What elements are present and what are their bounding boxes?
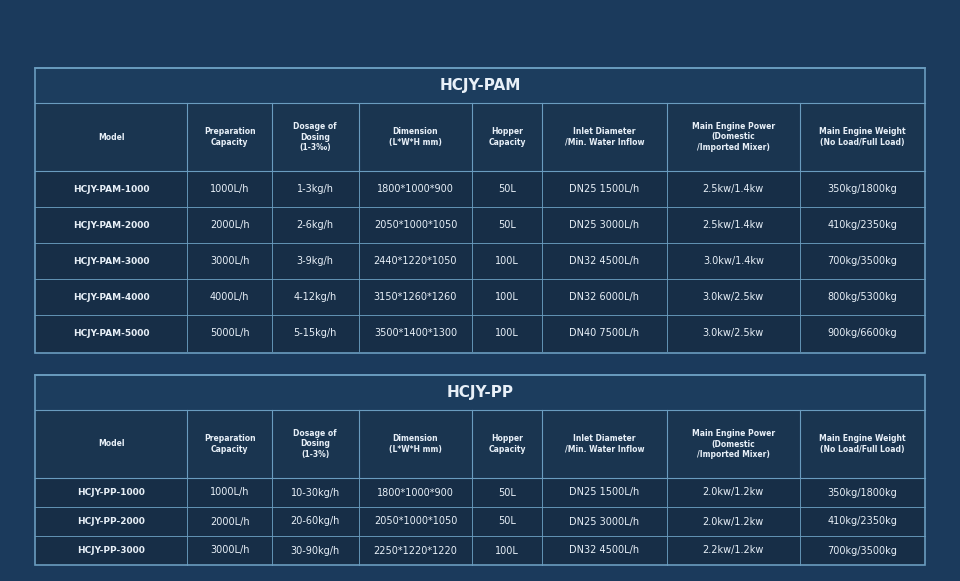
Text: HCJY-PP: HCJY-PP — [446, 385, 514, 400]
Text: DN25 3000L/h: DN25 3000L/h — [569, 517, 639, 526]
Text: Inlet Diameter
/Min. Water Inflow: Inlet Diameter /Min. Water Inflow — [564, 127, 644, 146]
Text: 3000L/h: 3000L/h — [210, 546, 250, 555]
Text: 50L: 50L — [498, 220, 516, 230]
Text: 700kg/3500kg: 700kg/3500kg — [828, 546, 898, 555]
Text: 1800*1000*900: 1800*1000*900 — [377, 487, 454, 497]
Text: Hopper
Capacity: Hopper Capacity — [489, 435, 526, 454]
Text: 350kg/1800kg: 350kg/1800kg — [828, 487, 898, 497]
Bar — [35, 243, 925, 279]
Text: 2000L/h: 2000L/h — [209, 517, 250, 526]
Text: 50L: 50L — [498, 517, 516, 526]
Text: 50L: 50L — [498, 184, 516, 194]
Bar — [35, 171, 925, 207]
Bar — [35, 103, 925, 171]
Text: 1000L/h: 1000L/h — [210, 487, 250, 497]
Text: Model: Model — [98, 439, 125, 449]
Text: Main Engine Weight
(No Load/Full Load): Main Engine Weight (No Load/Full Load) — [819, 127, 905, 146]
Text: Preparation
Capacity: Preparation Capacity — [204, 435, 255, 454]
Text: 800kg/5300kg: 800kg/5300kg — [828, 292, 898, 302]
Text: 20-60kg/h: 20-60kg/h — [291, 517, 340, 526]
Text: 2.0kw/1.2kw: 2.0kw/1.2kw — [703, 517, 764, 526]
Bar — [35, 410, 925, 478]
Text: DN32 6000L/h: DN32 6000L/h — [569, 292, 639, 302]
Bar — [35, 375, 925, 410]
Text: Main Engine Power
(Domestic
/Imported Mixer): Main Engine Power (Domestic /Imported Mi… — [692, 122, 775, 152]
Text: 10-30kg/h: 10-30kg/h — [291, 487, 340, 497]
Text: 5000L/h: 5000L/h — [209, 328, 250, 338]
Text: 4-12kg/h: 4-12kg/h — [294, 292, 337, 302]
Text: HCJY-PAM-2000: HCJY-PAM-2000 — [73, 221, 150, 229]
Text: HCJY-PAM-5000: HCJY-PAM-5000 — [73, 328, 150, 338]
Text: 1-3kg/h: 1-3kg/h — [297, 184, 334, 194]
Text: HCJY-PP-2000: HCJY-PP-2000 — [77, 517, 145, 526]
Text: Dimension
(L*W*H mm): Dimension (L*W*H mm) — [389, 127, 442, 146]
Text: 3500*1400*1300: 3500*1400*1300 — [373, 328, 457, 338]
Text: Dimension
(L*W*H mm): Dimension (L*W*H mm) — [389, 435, 442, 454]
Text: 30-90kg/h: 30-90kg/h — [291, 546, 340, 555]
Text: 50L: 50L — [498, 487, 516, 497]
Bar — [35, 536, 925, 565]
Bar — [35, 315, 925, 351]
Text: 1800*1000*900: 1800*1000*900 — [377, 184, 454, 194]
Text: HCJY-PAM-1000: HCJY-PAM-1000 — [73, 185, 150, 193]
Text: Main Engine Power
(Domestic
/Imported Mixer): Main Engine Power (Domestic /Imported Mi… — [692, 429, 775, 459]
Bar — [35, 375, 925, 565]
Text: 100L: 100L — [495, 328, 519, 338]
Text: DN25 1500L/h: DN25 1500L/h — [569, 487, 639, 497]
Text: DN40 7500L/h: DN40 7500L/h — [569, 328, 639, 338]
Text: 3150*1260*1260: 3150*1260*1260 — [373, 292, 457, 302]
Text: Model: Model — [98, 132, 125, 142]
Text: 700kg/3500kg: 700kg/3500kg — [828, 256, 898, 266]
Text: 2.2kw/1.2kw: 2.2kw/1.2kw — [703, 546, 764, 555]
Bar — [35, 68, 925, 353]
Text: HCJY-PP-3000: HCJY-PP-3000 — [77, 546, 145, 555]
Text: DN25 1500L/h: DN25 1500L/h — [569, 184, 639, 194]
Text: 3000L/h: 3000L/h — [210, 256, 250, 266]
Text: HCJY-PP-1000: HCJY-PP-1000 — [77, 488, 145, 497]
Text: DN32 4500L/h: DN32 4500L/h — [569, 546, 639, 555]
Text: 3.0kw/1.4kw: 3.0kw/1.4kw — [703, 256, 764, 266]
Text: 100L: 100L — [495, 256, 519, 266]
Bar — [35, 507, 925, 536]
Text: Dosage of
Dosing
(1-3%): Dosage of Dosing (1-3%) — [294, 429, 337, 459]
Bar — [35, 68, 925, 353]
Text: 350kg/1800kg: 350kg/1800kg — [828, 184, 898, 194]
Text: 2440*1220*1050: 2440*1220*1050 — [373, 256, 457, 266]
Text: Dosage of
Dosing
(1-3‰): Dosage of Dosing (1-3‰) — [294, 122, 337, 152]
Text: 100L: 100L — [495, 546, 519, 555]
Text: 2050*1000*1050: 2050*1000*1050 — [373, 220, 457, 230]
Bar — [35, 478, 925, 507]
Text: DN32 4500L/h: DN32 4500L/h — [569, 256, 639, 266]
Text: 410kg/2350kg: 410kg/2350kg — [828, 220, 898, 230]
Text: 2-6kg/h: 2-6kg/h — [297, 220, 334, 230]
Text: HCJY-PAM: HCJY-PAM — [440, 78, 520, 93]
Text: 100L: 100L — [495, 292, 519, 302]
Text: 3.0kw/2.5kw: 3.0kw/2.5kw — [703, 328, 764, 338]
Bar — [35, 68, 925, 103]
Text: 2250*1220*1220: 2250*1220*1220 — [373, 546, 457, 555]
Text: 2000L/h: 2000L/h — [209, 220, 250, 230]
Bar — [35, 207, 925, 243]
Text: DN25 3000L/h: DN25 3000L/h — [569, 220, 639, 230]
Text: 5-15kg/h: 5-15kg/h — [294, 328, 337, 338]
Bar — [35, 375, 925, 565]
Text: 2.5kw/1.4kw: 2.5kw/1.4kw — [703, 220, 764, 230]
Text: 2.0kw/1.2kw: 2.0kw/1.2kw — [703, 487, 764, 497]
Text: HCJY-PAM-4000: HCJY-PAM-4000 — [73, 292, 150, 302]
Text: Inlet Diameter
/Min. Water Inflow: Inlet Diameter /Min. Water Inflow — [564, 435, 644, 454]
Text: 3-9kg/h: 3-9kg/h — [297, 256, 334, 266]
Bar — [35, 279, 925, 315]
Text: Main Engine Weight
(No Load/Full Load): Main Engine Weight (No Load/Full Load) — [819, 435, 905, 454]
Text: 410kg/2350kg: 410kg/2350kg — [828, 517, 898, 526]
Text: 2050*1000*1050: 2050*1000*1050 — [373, 517, 457, 526]
Text: 900kg/6600kg: 900kg/6600kg — [828, 328, 898, 338]
Text: Preparation
Capacity: Preparation Capacity — [204, 127, 255, 146]
Text: 3.0kw/2.5kw: 3.0kw/2.5kw — [703, 292, 764, 302]
Text: HCJY-PAM-3000: HCJY-PAM-3000 — [73, 256, 150, 266]
Text: Hopper
Capacity: Hopper Capacity — [489, 127, 526, 146]
Text: 4000L/h: 4000L/h — [210, 292, 250, 302]
Text: 2.5kw/1.4kw: 2.5kw/1.4kw — [703, 184, 764, 194]
Text: 1000L/h: 1000L/h — [210, 184, 250, 194]
